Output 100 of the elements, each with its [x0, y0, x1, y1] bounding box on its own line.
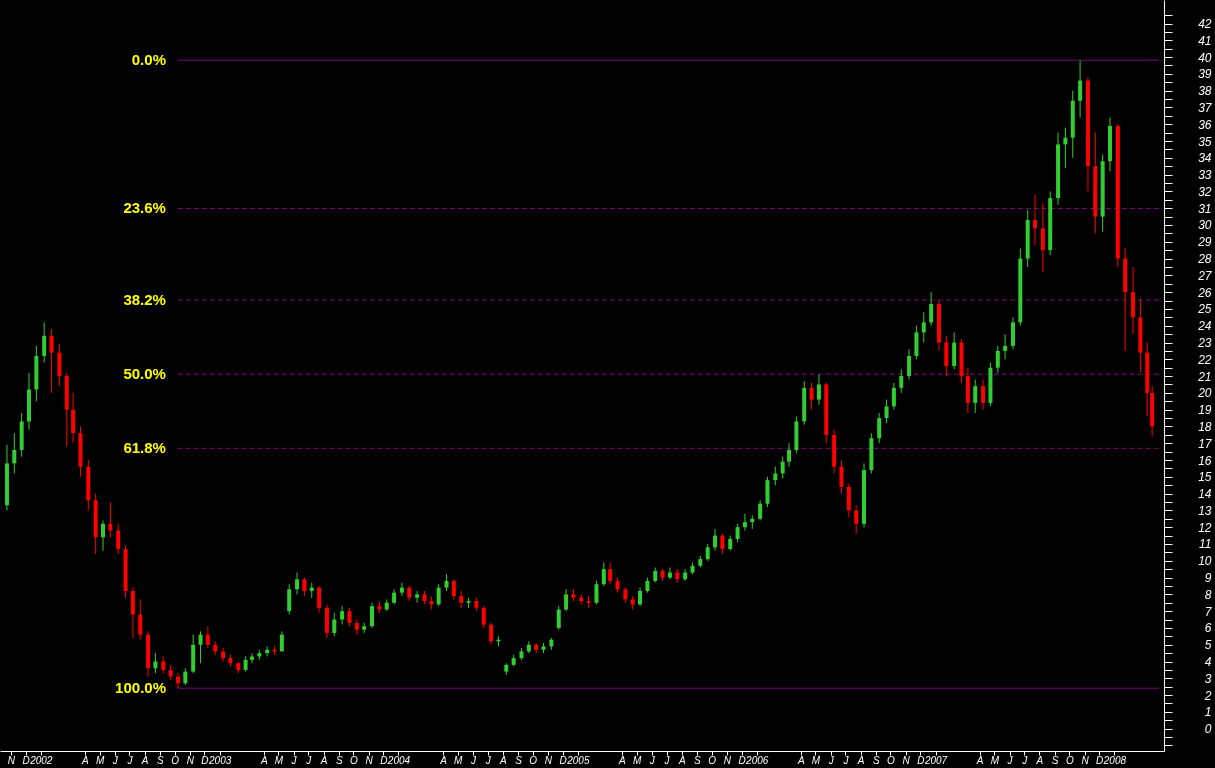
x-tick-label: J: [1021, 754, 1029, 766]
x-tick-label: J: [484, 754, 492, 766]
y-tick-label: 22: [1197, 352, 1212, 367]
x-tick-label: S: [1051, 754, 1059, 766]
x-tick-label: J: [111, 754, 119, 766]
x-tick-label: O: [529, 754, 538, 766]
candlestick: [415, 590, 420, 604]
x-tick-label: A: [319, 754, 328, 766]
candlestick: [108, 501, 113, 538]
candlestick: [116, 523, 121, 555]
y-tick-label: 0: [1204, 722, 1212, 737]
y-tick-label: 41: [1198, 33, 1212, 48]
y-tick-label: 39: [1198, 67, 1212, 82]
y-tick-label: 12: [1198, 520, 1212, 535]
x-tick-label: A: [499, 754, 508, 766]
candlestick: [921, 311, 926, 344]
y-tick-label: 33: [1198, 168, 1212, 183]
candlestick: [758, 499, 763, 521]
y-tick-label: 23: [1197, 336, 1212, 351]
x-tick-label: N: [7, 754, 16, 766]
y-tick-label: 30: [1198, 218, 1212, 233]
y-tick-label: 11: [1199, 537, 1212, 552]
y-tick-label: 34: [1198, 151, 1212, 166]
candlestick: [1078, 59, 1083, 119]
x-tick-label: 2002: [29, 754, 53, 766]
candlestick: [1033, 194, 1038, 246]
candlestick: [370, 602, 375, 629]
candlestick: [1010, 316, 1015, 350]
x-tick-label: A: [81, 754, 90, 766]
candlestick: [608, 561, 613, 585]
x-tick-label: N: [902, 754, 911, 766]
candlestick: [71, 392, 76, 444]
y-tick-label: 21: [1197, 369, 1212, 384]
y-tick-label: 25: [1197, 302, 1212, 317]
candlestick: [735, 523, 740, 543]
candlestick: [891, 382, 896, 411]
ref-line-label: 38.2%: [123, 291, 166, 309]
x-tick-label: S: [157, 754, 165, 766]
y-tick-label: 38: [1198, 84, 1212, 99]
x-tick-label: A: [677, 754, 686, 766]
y-tick-label: 35: [1198, 134, 1212, 149]
x-tick-label: N: [723, 754, 732, 766]
y-tick-label: 7: [1204, 604, 1213, 619]
candlestick: [1003, 333, 1008, 360]
candlestick: [295, 572, 300, 595]
candlestick: [907, 348, 912, 380]
x-tick-label: A: [140, 754, 149, 766]
candlestick: [638, 587, 643, 607]
candlestick: [854, 504, 859, 535]
candlestick: [436, 583, 441, 607]
x-tick-label: J: [648, 754, 656, 766]
ref-line-label: 50.0%: [123, 365, 166, 383]
x-tick-label: J: [663, 754, 671, 766]
candlestick: [347, 607, 352, 627]
candlestick: [205, 625, 210, 649]
candlestick: [952, 331, 957, 370]
y-tick-label: 19: [1198, 403, 1212, 418]
x-tick-label: J: [305, 754, 313, 766]
x-tick-label: A: [975, 754, 984, 766]
candlestick: [944, 335, 949, 377]
candlestick: [130, 587, 135, 639]
candlestick: [481, 605, 486, 629]
x-tick-label: 2006: [745, 754, 769, 766]
y-tick-label: 40: [1198, 50, 1212, 65]
y-tick-label: 27: [1197, 268, 1213, 283]
candlestick: [877, 412, 882, 444]
candlestick: [884, 399, 889, 424]
x-tick-label: N: [365, 754, 374, 766]
y-tick-label: 24: [1197, 319, 1212, 334]
y-tick-label: 36: [1198, 117, 1212, 132]
x-tick-label: M: [95, 754, 105, 766]
y-tick-label: 9: [1204, 571, 1212, 586]
x-tick-label: A: [618, 754, 627, 766]
candlestick: [981, 378, 986, 411]
x-tick-label: A: [1035, 754, 1044, 766]
y-tick-label: 37: [1198, 100, 1213, 115]
candlestick: [198, 630, 203, 664]
candlestick: [249, 652, 254, 664]
x-tick-label: O: [708, 754, 717, 766]
candlestick: [667, 566, 672, 580]
candlestick: [138, 598, 143, 641]
y-tick-label: 16: [1198, 453, 1212, 468]
y-tick-label: 42: [1198, 17, 1212, 32]
y-tick-label: 17: [1198, 436, 1213, 451]
y-tick-label: 3: [1204, 671, 1212, 686]
y-tick-label: 4: [1204, 655, 1212, 670]
x-tick-label: 2005: [566, 754, 590, 766]
x-tick-label: 2004: [386, 754, 411, 766]
candlestick: [765, 476, 770, 508]
y-tick-label: 13: [1198, 503, 1212, 518]
x-tick-label: A: [439, 754, 448, 766]
x-tick-label: D: [917, 754, 925, 766]
x-tick-label: D: [22, 754, 30, 766]
x-tick-label: M: [632, 754, 642, 766]
candlestick: [773, 466, 778, 486]
candlestick: [42, 321, 47, 364]
x-tick-label: O: [171, 754, 180, 766]
x-tick-label: S: [694, 754, 702, 766]
x-tick-label: D: [738, 754, 746, 766]
y-tick-label: 8: [1204, 587, 1212, 602]
